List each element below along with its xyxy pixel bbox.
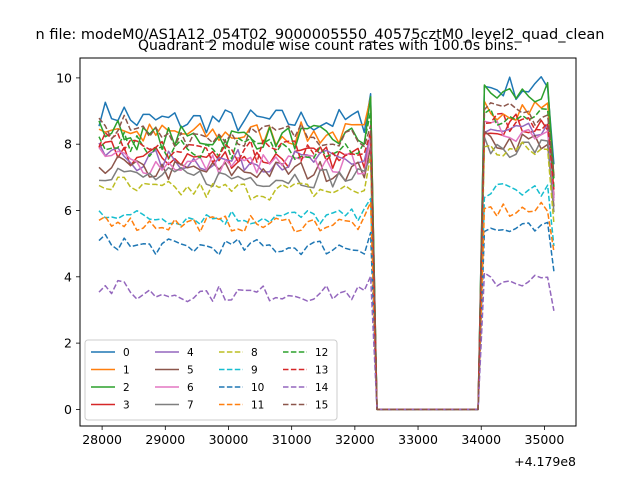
- legend-label-14: 14: [315, 382, 329, 394]
- series-line-15: [98, 102, 555, 411]
- x-tick-label: 29000: [145, 432, 185, 447]
- x-tick-label: 28000: [82, 432, 122, 447]
- legend-label-10: 10: [251, 382, 264, 394]
- figure-suptitle: n file: modeM0/AS1A12_054T02_9000005550_…: [36, 27, 605, 43]
- y-axis: 0 2 4 6 8 10: [56, 70, 80, 417]
- y-tick-label: 6: [64, 203, 72, 218]
- legend-label-9: 9: [251, 365, 258, 377]
- legend-label-4: 4: [187, 347, 194, 359]
- x-tick-label: 33000: [398, 432, 438, 447]
- x-tick-label: 30000: [209, 432, 249, 447]
- legend-label-2: 2: [123, 382, 130, 394]
- legend-label-12: 12: [315, 347, 328, 359]
- y-tick-label: 4: [64, 269, 72, 284]
- legend-label-0: 0: [123, 347, 130, 359]
- x-tick-label: 34000: [461, 432, 501, 447]
- y-tick-label: 2: [64, 336, 72, 351]
- x-axis: 28000 29000 30000 31000 32000 33000 34000 35000: [82, 426, 564, 447]
- x-offset-text: +4.179e8: [514, 454, 576, 469]
- legend-label-6: 6: [187, 382, 194, 394]
- legend-label-3: 3: [123, 400, 130, 412]
- legend-label-7: 7: [187, 400, 194, 412]
- x-tick-label: 35000: [525, 432, 565, 447]
- legend-box: [84, 339, 338, 421]
- legend-label-5: 5: [187, 365, 194, 377]
- series-line-8: [98, 141, 555, 411]
- series-line-9: [98, 182, 555, 411]
- legend-label-15: 15: [315, 400, 328, 412]
- x-tick-label: 32000: [335, 432, 375, 447]
- legend-label-11: 11: [251, 400, 264, 412]
- legend-label-8: 8: [251, 347, 258, 359]
- y-tick-label: 0: [64, 402, 72, 417]
- series-layer: [98, 76, 555, 411]
- plot-frame: [79, 57, 577, 427]
- legend-label-1: 1: [123, 365, 130, 377]
- legend-label-13: 13: [315, 365, 328, 377]
- x-tick-label: 31000: [272, 432, 312, 447]
- y-tick-label: 10: [56, 70, 72, 85]
- chart-title: Quadrant 2 module wise count rates with …: [138, 38, 518, 54]
- y-tick-label: 8: [64, 137, 72, 152]
